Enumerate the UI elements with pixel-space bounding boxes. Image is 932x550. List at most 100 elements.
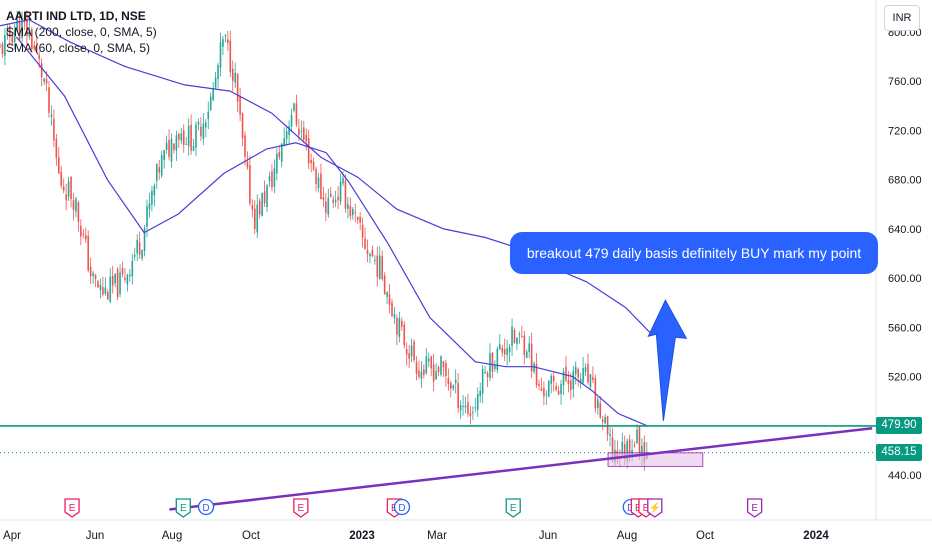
candle-body [636, 429, 638, 443]
candle-body [508, 346, 511, 353]
candle-body [276, 153, 278, 174]
candle-body [224, 35, 227, 37]
candle-body [609, 434, 611, 437]
event-label: E [69, 503, 76, 514]
candle-body [89, 266, 92, 277]
candle-body [525, 351, 528, 358]
candle-body [151, 190, 153, 205]
currency-button[interactable]: INR [884, 5, 920, 31]
candle-body [219, 42, 222, 68]
candle-body [170, 138, 173, 162]
candle-body [234, 73, 236, 83]
earnings-marker [647, 498, 663, 518]
candle-body [187, 126, 190, 147]
candle-body [577, 369, 579, 378]
candle-body [31, 29, 33, 49]
candle-body [227, 39, 229, 44]
candle-body [523, 335, 526, 356]
candle-body [579, 378, 582, 383]
candle-body [298, 128, 300, 136]
candle-body [528, 343, 530, 352]
candle-body [229, 40, 232, 72]
candle-body [557, 390, 560, 395]
candle-body [192, 146, 195, 151]
candle-body [263, 191, 266, 204]
candle-body [484, 372, 486, 374]
candle-body [48, 87, 50, 113]
candle-body [450, 382, 452, 389]
candle-body [552, 376, 555, 382]
candle-body [601, 419, 604, 422]
candle-body [604, 416, 606, 424]
event-label: D [398, 503, 405, 514]
candle-body [244, 135, 246, 157]
y-tick-label: 760.00 [888, 76, 922, 88]
candle-body [280, 143, 283, 162]
candle-body [290, 114, 293, 127]
candle-body [190, 124, 192, 151]
candle-body [249, 165, 251, 204]
x-tick-label: 2023 [349, 530, 375, 542]
candle-body [413, 341, 415, 360]
candle-body [364, 238, 366, 249]
candle-body [337, 196, 339, 201]
candle-body [116, 269, 119, 298]
candle-body [432, 364, 435, 382]
candle-body [356, 216, 359, 220]
candle-body [437, 367, 440, 373]
candle-body [550, 375, 553, 384]
candle-body [469, 413, 472, 416]
candle-body [369, 254, 371, 257]
candle-body [185, 143, 187, 145]
sma-60-legend[interactable]: SMA (60, close, 0, SMA, 5) [6, 41, 151, 55]
annotation-callout[interactable]: breakout 479 daily basis definitely BUY … [510, 232, 878, 274]
candle-body [84, 234, 87, 240]
candle-body [334, 200, 337, 203]
candle-body [405, 349, 408, 355]
candle-body [535, 364, 538, 385]
candle-body [293, 103, 295, 111]
candle-body [464, 405, 467, 408]
candle-body [307, 138, 310, 164]
candle-body [494, 365, 496, 369]
candle-body [347, 203, 349, 209]
candle-body [565, 366, 567, 381]
candle-body [572, 370, 575, 389]
candle-body [623, 444, 626, 460]
candle-body [131, 260, 134, 277]
candle-body [288, 126, 290, 135]
candle-body [55, 138, 58, 159]
candle-body [374, 259, 376, 261]
candle-body [138, 242, 141, 255]
earnings-marker [64, 498, 80, 518]
candle-body [339, 181, 342, 202]
candle-body [261, 193, 263, 217]
candle-body [18, 20, 21, 40]
candle-body [40, 63, 43, 78]
candle-body [222, 39, 224, 47]
candle-body [391, 302, 393, 316]
candle-body [50, 114, 53, 117]
candle-body [489, 353, 491, 379]
candle-body [21, 20, 23, 38]
candle-body [481, 368, 484, 394]
candle-body [329, 193, 332, 197]
candle-body [104, 287, 107, 294]
candle-body [589, 374, 592, 388]
candle-body [562, 371, 565, 386]
rising-trendline [169, 426, 873, 511]
candle-body [102, 287, 104, 295]
sma-200-legend[interactable]: SMA (200, close, 0, SMA, 5) [6, 25, 157, 39]
candle-body [459, 405, 462, 411]
symbol-title[interactable]: AARTI IND LTD, 1D, NSE [6, 9, 146, 23]
candle-body [146, 206, 148, 227]
last-price-label: 458.15 [876, 444, 922, 461]
candle-body [35, 46, 38, 52]
candle-body [295, 103, 298, 125]
candle-body [560, 383, 562, 395]
candle-body [533, 363, 535, 372]
candle-body [408, 353, 410, 359]
candle-body [538, 383, 540, 386]
candle-body [303, 127, 305, 140]
